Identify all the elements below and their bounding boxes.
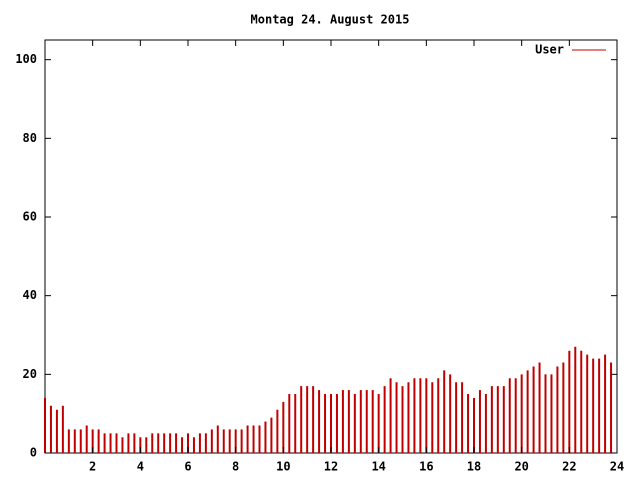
x-tick-label: 10 (276, 460, 290, 474)
x-tick-label: 8 (232, 460, 239, 474)
x-tick-label: 4 (137, 460, 144, 474)
plot-frame (44, 39, 618, 454)
x-tick-label: 2 (89, 460, 96, 474)
y-tick-label: 20 (23, 367, 37, 381)
y-tick-label: 0 (30, 446, 37, 460)
y-tick-label: 80 (23, 131, 37, 145)
legend-label: User (535, 43, 564, 57)
x-tick-label: 18 (467, 460, 481, 474)
y-tick-label: 40 (23, 288, 37, 302)
y-tick-label: 60 (23, 210, 37, 224)
y-tick-label: 100 (15, 52, 37, 66)
x-tick-label: 22 (562, 460, 576, 474)
x-tick-label: 6 (184, 460, 191, 474)
chart-title: Montag 24. August 2015 (251, 13, 410, 27)
x-tick-label: 16 (419, 460, 433, 474)
x-tick-label: 24 (610, 460, 624, 474)
x-tick-label: 12 (324, 460, 338, 474)
x-tick-label: 20 (514, 460, 528, 474)
x-tick-label: 14 (371, 460, 385, 474)
